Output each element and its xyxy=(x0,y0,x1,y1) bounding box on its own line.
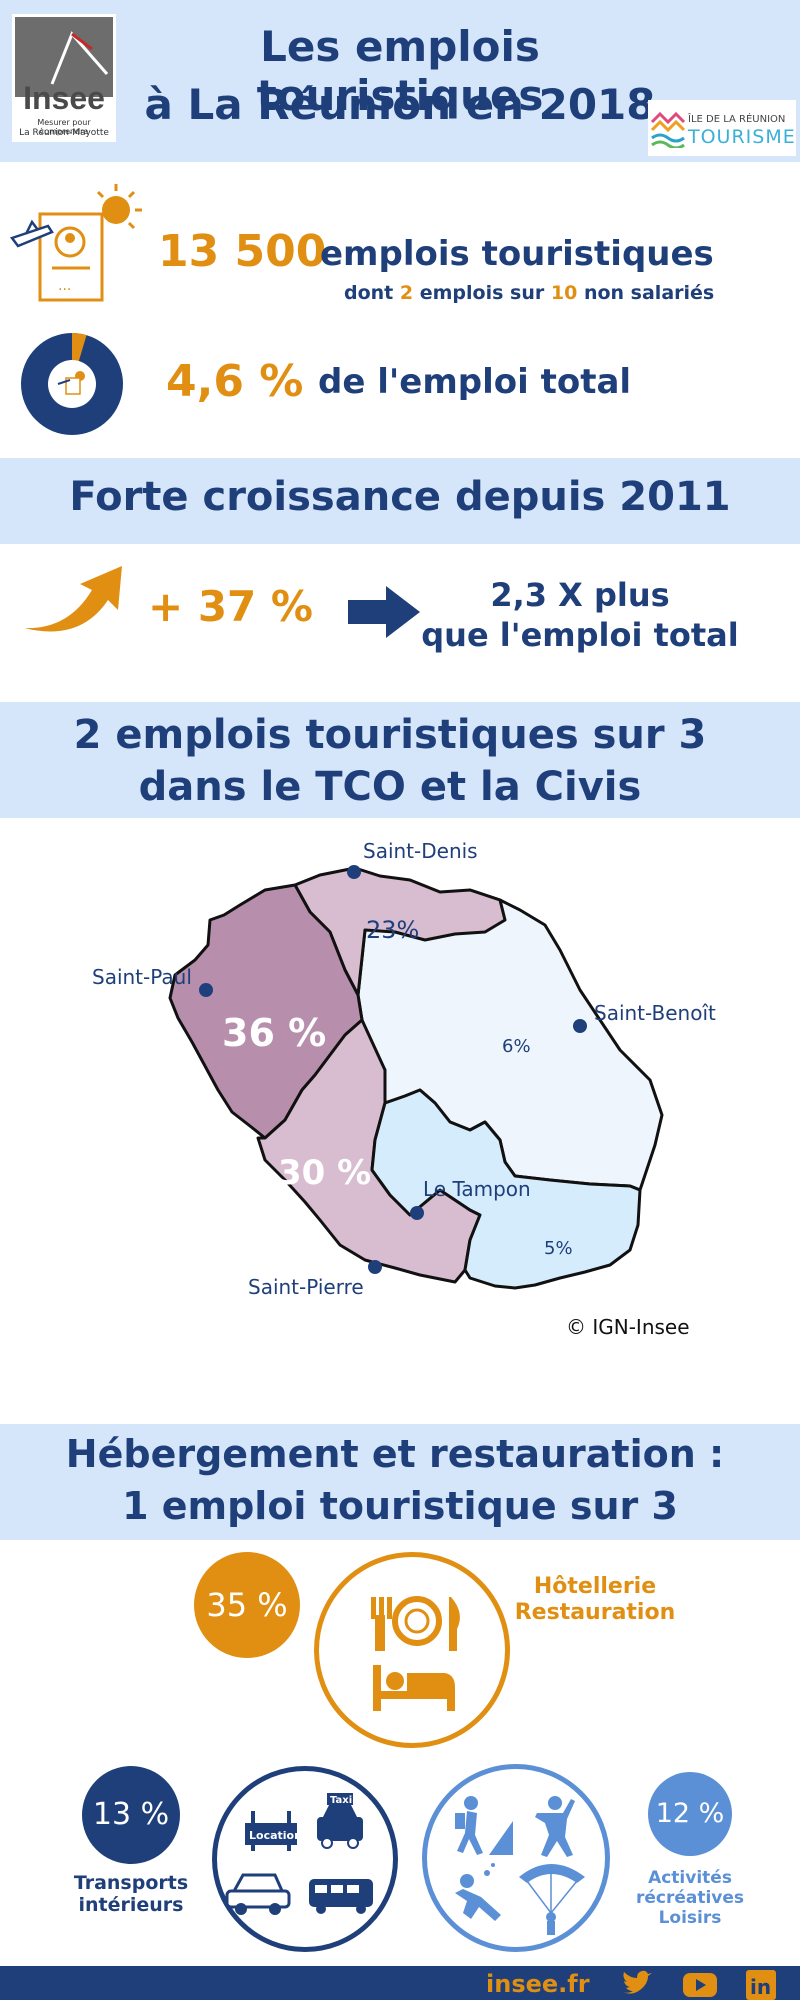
city-label-le-tampon: Le Tampon xyxy=(423,1177,531,1201)
map-heading-line-2: dans le TCO et la Civis xyxy=(138,764,642,810)
tourism-logo-waves-icon xyxy=(650,111,686,148)
right-arrow-icon xyxy=(346,584,422,640)
jobs-sub-num2: 10 xyxy=(550,282,578,304)
saint-benoit-dot xyxy=(573,1019,587,1033)
insee-logo[interactable]: Insee Mesurer pour comprendre La Réunion… xyxy=(12,14,116,142)
map-credit: © IGN-Insee xyxy=(566,1315,690,1339)
page-title-line-1: Les emplois touristiques xyxy=(256,22,544,120)
hiker-icon xyxy=(455,1796,513,1855)
city-label-saint-benoit: Saint-Benoît xyxy=(594,1001,716,1025)
city-label-saint-pierre: Saint-Pierre xyxy=(248,1275,364,1299)
growth-compare-line-2: que l'emploi total xyxy=(421,616,739,654)
city-label-saint-paul: Saint-Paul xyxy=(92,965,192,989)
jobs-sub-num1: 2 xyxy=(399,282,414,304)
transport-label-line-1: Transports xyxy=(73,1872,189,1894)
job-offer-icon: ... xyxy=(8,182,148,312)
transport-percent: 13 % xyxy=(92,1797,170,1832)
saint-paul-dot xyxy=(199,983,213,997)
svg-text:in: in xyxy=(750,1975,771,1999)
leisure-label-line-1: Activités xyxy=(648,1868,732,1888)
taxi-icon: Taxi xyxy=(317,1793,363,1849)
tourism-logo-line-1: ÎLE DE LA RÉUNION xyxy=(688,114,786,125)
bed-icon xyxy=(373,1665,455,1711)
tourism-mini-icon xyxy=(57,371,85,395)
tourism-logo[interactable]: ÎLE DE LA RÉUNION TOURISME xyxy=(648,100,796,156)
share-value: 4,6 % xyxy=(166,356,304,407)
le-tampon-dot xyxy=(410,1206,424,1220)
share-donut-icon xyxy=(20,332,124,436)
hotel-percent: 35 % xyxy=(206,1586,288,1624)
diver-icon xyxy=(455,1863,501,1921)
jobs-sub-prefix: dont xyxy=(344,282,394,304)
location-sign-icon: Location xyxy=(245,1811,302,1851)
growth-value: + 37 % xyxy=(148,582,313,631)
region-value-west: 36 % xyxy=(222,1011,326,1055)
transport-icon: Location Taxi xyxy=(212,1766,398,1952)
hotel-restaurant-icon xyxy=(314,1552,510,1748)
linkedin-icon[interactable]: in xyxy=(746,1970,776,2000)
page-title-line-2: à La Réunion en 2018 xyxy=(144,80,656,129)
jobs-subline: dont 2 emplois sur 10 non salariés xyxy=(344,282,714,304)
jobs-sub-middle: emplois sur xyxy=(419,282,545,304)
growth-heading-band xyxy=(0,458,800,544)
tourism-logo-line-2: TOURISME xyxy=(688,126,796,148)
leisure-label-line-2: récréatives xyxy=(635,1888,745,1908)
map-heading-band xyxy=(0,702,800,818)
insee-tagline-1: Mesurer pour comprendre xyxy=(37,118,91,136)
insee-tagline-2: La Réunion-Mayotte xyxy=(19,128,109,138)
city-label-saint-denis: Saint-Denis xyxy=(363,839,478,863)
reunion-map: Saint-Denis Saint-Paul Saint-Benoît Le T… xyxy=(92,839,716,1339)
hotel-label-line-2: Restauration xyxy=(514,1600,676,1625)
saint-pierre-dot xyxy=(368,1260,382,1274)
leisure-label-line-3: Loisirs xyxy=(658,1908,722,1928)
jobs-label: emplois touristiques xyxy=(320,234,714,274)
twitter-icon[interactable] xyxy=(620,1970,654,1998)
hotel-label-line-1: Hôtellerie xyxy=(533,1574,657,1599)
saint-denis-dot xyxy=(347,865,361,879)
footer-site-link[interactable]: insee.fr xyxy=(486,1970,590,1998)
sign-location-text: Location xyxy=(249,1829,302,1842)
sectors-heading-line-1: Hébergement et restauration : xyxy=(65,1432,725,1476)
paraglider-icon xyxy=(519,1864,585,1935)
sign-taxi-text: Taxi xyxy=(330,1795,352,1806)
bus-icon xyxy=(309,1879,373,1914)
car-icon xyxy=(225,1873,291,1915)
leisure-icon xyxy=(422,1764,610,1952)
map-city-dots xyxy=(199,865,587,1274)
jobs-value: 13 500 xyxy=(158,226,327,277)
youtube-icon[interactable] xyxy=(682,1972,718,1998)
share-label: de l'emploi total xyxy=(318,362,632,402)
region-value-southeast: 5% xyxy=(544,1238,573,1259)
trend-arrow-icon xyxy=(18,560,128,640)
sectors-heading-band xyxy=(0,1424,800,1540)
transport-percent-badge: 13 % xyxy=(82,1766,180,1864)
map-heading-line-1: 2 emplois touristiques sur 3 xyxy=(73,712,707,758)
insee-logo-graphic xyxy=(15,17,113,97)
plane-icon xyxy=(9,219,54,248)
transport-label-line-2: intérieurs xyxy=(78,1894,184,1916)
region-value-southwest: 30 % xyxy=(278,1153,371,1193)
insee-logo-text: Insee xyxy=(23,80,105,116)
sun-icon xyxy=(96,184,142,230)
plate-cutlery-icon xyxy=(371,1596,460,1651)
map-region-southeast xyxy=(370,1088,642,1290)
climber-icon xyxy=(535,1796,575,1857)
jobs-sub-suffix: non salariés xyxy=(583,282,715,304)
leisure-percent-badge: 12 % xyxy=(648,1772,732,1856)
region-value-north: 23% xyxy=(366,916,419,944)
svg-text:...: ... xyxy=(58,278,71,294)
sectors-heading-line-2: 1 emploi touristique sur 3 xyxy=(122,1484,678,1528)
leisure-percent: 12 % xyxy=(655,1798,725,1829)
growth-heading: Forte croissance depuis 2011 xyxy=(69,474,731,520)
growth-compare-line-1: 2,3 X plus xyxy=(490,576,670,614)
footer-bar xyxy=(0,1966,800,2000)
region-value-east: 6% xyxy=(502,1036,531,1057)
hotel-percent-badge: 35 % xyxy=(194,1552,300,1658)
